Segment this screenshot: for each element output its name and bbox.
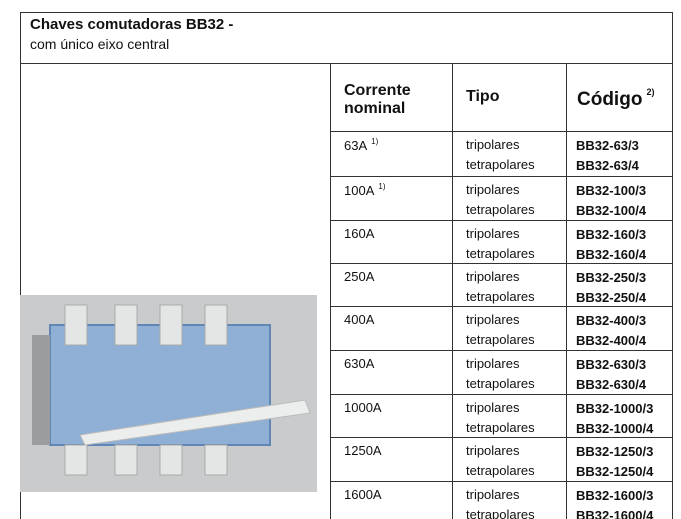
current-value: 1600A [344, 487, 382, 502]
current: 1600A [344, 487, 382, 502]
border [452, 63, 453, 519]
type: tripolares [466, 226, 520, 241]
current-value: 1000A [344, 400, 382, 415]
current: 100A 1) [344, 182, 386, 198]
type: tetrapolares [466, 246, 535, 261]
type: tetrapolares [466, 420, 535, 435]
row-divider [330, 176, 673, 177]
row-divider [330, 220, 673, 221]
current-value: 63A [344, 138, 368, 153]
type: tetrapolares [466, 157, 535, 172]
border [566, 63, 567, 519]
header-label: Código [577, 89, 643, 110]
type: tripolares [466, 487, 520, 502]
current-value: 100A [344, 183, 375, 198]
header-label: Tipo [466, 88, 500, 105]
type: tetrapolares [466, 332, 535, 347]
code: BB32-160/4 [576, 247, 647, 262]
border [20, 12, 21, 519]
code: BB32-400/4 [576, 333, 647, 348]
current-value: 1250A [344, 443, 382, 458]
type: tetrapolares [466, 202, 535, 217]
current: 1250A [344, 443, 382, 458]
row-divider [330, 394, 673, 395]
code: BB32-63/4 [576, 158, 639, 173]
code: BB32-250/4 [576, 290, 647, 305]
type: tripolares [466, 312, 520, 327]
current: 160A [344, 226, 374, 241]
border [20, 12, 673, 13]
subtitle: com único eixo central [30, 36, 170, 52]
code: BB32-400/3 [576, 313, 647, 328]
type: tetrapolares [466, 289, 535, 304]
code: BB32-63/3 [576, 138, 639, 153]
type: tetrapolares [466, 507, 535, 519]
column-header: Tipo [466, 88, 566, 106]
code: BB32-630/4 [576, 377, 647, 392]
type: tripolares [466, 137, 520, 152]
type: tripolares [466, 400, 520, 415]
code: BB32-630/3 [576, 357, 647, 372]
header-label: Corrente nominal [344, 82, 411, 117]
code: BB32-250/3 [576, 270, 647, 285]
type: tetrapolares [466, 463, 535, 478]
current-value: 250A [344, 269, 375, 284]
current-value: 400A [344, 312, 375, 327]
row-divider [330, 306, 673, 307]
code: BB32-160/3 [576, 227, 647, 242]
code: BB32-1000/3 [576, 401, 654, 416]
footnote-mark: 1) [371, 137, 379, 146]
row-divider [330, 131, 673, 132]
type: tripolares [466, 269, 520, 284]
current: 63A 1) [344, 137, 378, 153]
border [672, 12, 673, 519]
footnote-mark: 2) [646, 87, 655, 97]
current-value: 160A [344, 226, 375, 241]
row-divider [330, 481, 673, 482]
row-divider [330, 350, 673, 351]
type: tripolares [466, 443, 520, 458]
column-header: Código 2) [577, 83, 677, 109]
type: tripolares [466, 182, 520, 197]
current: 1000A [344, 400, 382, 415]
code: BB32-100/4 [576, 203, 647, 218]
code: BB32-100/3 [576, 183, 647, 198]
current: 630A [344, 356, 374, 371]
border [20, 63, 673, 64]
footnote-mark: 1) [378, 182, 386, 191]
type: tetrapolares [466, 376, 535, 391]
code: BB32-1600/3 [576, 488, 654, 503]
code: BB32-1000/4 [576, 421, 654, 436]
type: tripolares [466, 356, 520, 371]
row-divider [330, 437, 673, 438]
border [330, 63, 331, 519]
current: 250A [344, 269, 374, 284]
code: BB32-1250/3 [576, 444, 654, 459]
code: BB32-1250/4 [576, 464, 654, 479]
current-value: 630A [344, 356, 375, 371]
product-photo [20, 295, 317, 492]
column-header: Corrente nominal [344, 82, 434, 118]
current: 400A [344, 312, 374, 327]
code: BB32-1600/4 [576, 508, 654, 519]
row-divider [330, 263, 673, 264]
title: Chaves comutadoras BB32 - [30, 16, 234, 33]
